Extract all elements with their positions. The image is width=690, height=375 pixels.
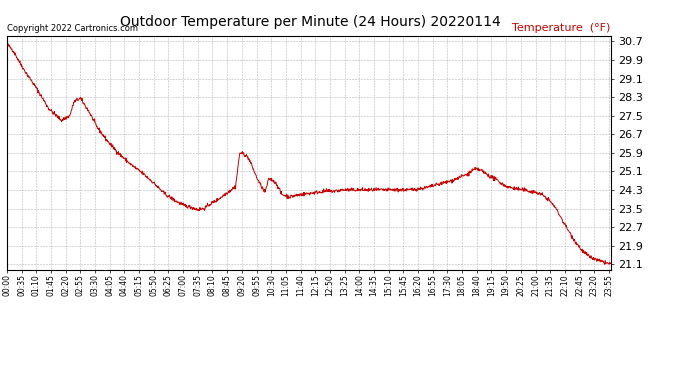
Text: Outdoor Temperature per Minute (24 Hours) 20220114: Outdoor Temperature per Minute (24 Hours…: [120, 15, 501, 29]
Text: Temperature  (°F): Temperature (°F): [512, 23, 611, 33]
Text: Copyright 2022 Cartronics.com: Copyright 2022 Cartronics.com: [7, 24, 138, 33]
